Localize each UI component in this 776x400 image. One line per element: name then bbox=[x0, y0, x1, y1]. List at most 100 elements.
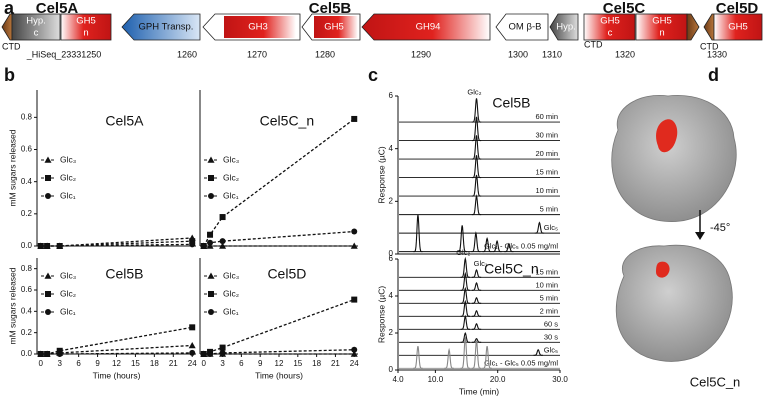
locus-label: 1330 bbox=[707, 49, 727, 59]
peak bbox=[471, 98, 482, 123]
y-tick-label: 6 bbox=[389, 254, 394, 263]
chart-title: Cel5C_n bbox=[260, 113, 314, 129]
series-line bbox=[40, 243, 193, 247]
marker bbox=[351, 228, 358, 235]
x-tick-label: 3 bbox=[220, 359, 225, 368]
domain-label: OM β-B bbox=[509, 22, 542, 33]
x-tick-label: 4.0 bbox=[392, 375, 404, 384]
domain-box bbox=[314, 16, 358, 38]
x-tick-label: 18 bbox=[312, 359, 321, 368]
domain-label: Hyp. bbox=[556, 22, 576, 33]
x-tick-label: 12 bbox=[275, 359, 284, 368]
domain-label: GH5 bbox=[76, 16, 96, 27]
legend-label: Glc₂ bbox=[60, 288, 76, 298]
trace-label: 5 min bbox=[540, 205, 558, 214]
peak bbox=[492, 239, 502, 253]
trace-label: 30 min bbox=[535, 131, 558, 140]
domain-label: GH94 bbox=[416, 22, 441, 33]
gene-arrow bbox=[549, 13, 579, 41]
marker bbox=[219, 214, 226, 221]
marker bbox=[44, 272, 52, 279]
y-tick-label: 0.2 bbox=[21, 328, 33, 337]
marker bbox=[219, 349, 226, 356]
marker bbox=[351, 346, 358, 353]
peak bbox=[471, 337, 482, 343]
peak bbox=[504, 242, 514, 253]
y-tick-label: 0 bbox=[389, 249, 394, 258]
legend-label: Glc₃ bbox=[223, 270, 239, 280]
panel-label: b bbox=[4, 65, 15, 85]
x-tick-label: 9 bbox=[258, 359, 263, 368]
protein-structure bbox=[611, 94, 737, 362]
y-tick-label: 6 bbox=[389, 91, 394, 100]
domain-label: GH5 bbox=[728, 22, 748, 33]
marker bbox=[207, 239, 214, 246]
x-tick-label: 21 bbox=[169, 359, 178, 368]
x-tick-label: 0 bbox=[39, 359, 44, 368]
peak bbox=[471, 296, 482, 304]
protein-surface bbox=[615, 244, 733, 362]
marker bbox=[351, 115, 358, 122]
domain-box bbox=[635, 13, 688, 41]
x-tick-label: 24 bbox=[350, 359, 359, 368]
peak bbox=[471, 322, 482, 330]
legend-label: Glc₃ bbox=[60, 154, 76, 164]
legend-label: Glc₂ bbox=[223, 172, 239, 182]
panel-label: d bbox=[708, 65, 719, 85]
domain-box bbox=[11, 13, 61, 41]
x-tick-label: 10.0 bbox=[428, 375, 444, 384]
locus-label: 1280 bbox=[315, 49, 335, 59]
protein-surface bbox=[611, 94, 737, 222]
trace-label: 60 min bbox=[535, 112, 558, 121]
marker bbox=[44, 243, 51, 249]
legend-label: Glc₁ bbox=[60, 190, 76, 200]
series-line bbox=[203, 349, 355, 355]
trace-label: 10 min bbox=[535, 280, 558, 289]
marker bbox=[207, 156, 215, 163]
marker bbox=[45, 175, 51, 181]
y-tick-label: 0.0 bbox=[21, 349, 33, 358]
structure-title: Cel5C_n bbox=[690, 374, 741, 389]
peak bbox=[533, 348, 543, 356]
domain-label: c bbox=[608, 28, 613, 39]
locus-label: 1290 bbox=[411, 49, 431, 59]
peak bbox=[471, 155, 482, 179]
peak bbox=[444, 347, 454, 369]
active-site bbox=[656, 261, 670, 278]
legend-label: Glc₂ bbox=[223, 288, 239, 298]
trace-label: Glc₁ - Glc₅ 0.05 mg/ml bbox=[484, 358, 558, 367]
gene-name: Cel5C bbox=[603, 0, 646, 17]
trace-label: 2 min bbox=[540, 306, 558, 315]
legend-label: Glc₁ bbox=[223, 190, 239, 200]
x-tick-label: 15 bbox=[293, 359, 302, 368]
peak-annotation: Glc₂ bbox=[467, 87, 481, 96]
legend-label: Glc₁ bbox=[223, 306, 239, 316]
y-axis-label: Response (µC) bbox=[376, 286, 386, 344]
panel-label: c bbox=[368, 65, 378, 85]
x-tick-label: 21 bbox=[331, 359, 340, 368]
domain-label: Hyp. bbox=[26, 16, 46, 27]
trace-label: 60 s bbox=[544, 319, 558, 328]
peak bbox=[471, 135, 482, 160]
y-tick-label: 0.0 bbox=[21, 241, 33, 250]
marker bbox=[37, 351, 44, 357]
x-tick-label: 24 bbox=[188, 359, 197, 368]
ctd-domain bbox=[686, 13, 700, 41]
rotation-arrow-head bbox=[695, 232, 705, 240]
marker bbox=[207, 231, 214, 238]
panel-label: a bbox=[4, 0, 15, 18]
peak bbox=[457, 225, 467, 253]
peak bbox=[471, 340, 482, 369]
y-tick-label: 0.6 bbox=[21, 285, 33, 294]
y-tick-label: 0.4 bbox=[21, 177, 33, 186]
marker bbox=[188, 341, 196, 349]
marker bbox=[350, 350, 358, 357]
peak bbox=[460, 336, 470, 369]
trace-label: Glc₁ - Glc₅ 0.05 mg/ml bbox=[484, 242, 558, 251]
x-tick-label: 20.0 bbox=[490, 375, 506, 384]
locus-label: 1300 bbox=[508, 49, 528, 59]
domain-label: GH5 bbox=[600, 16, 620, 27]
gene-arrow bbox=[495, 13, 549, 41]
locus-label: 1310 bbox=[542, 49, 562, 59]
domain-label: GPH Transp. bbox=[139, 22, 194, 33]
